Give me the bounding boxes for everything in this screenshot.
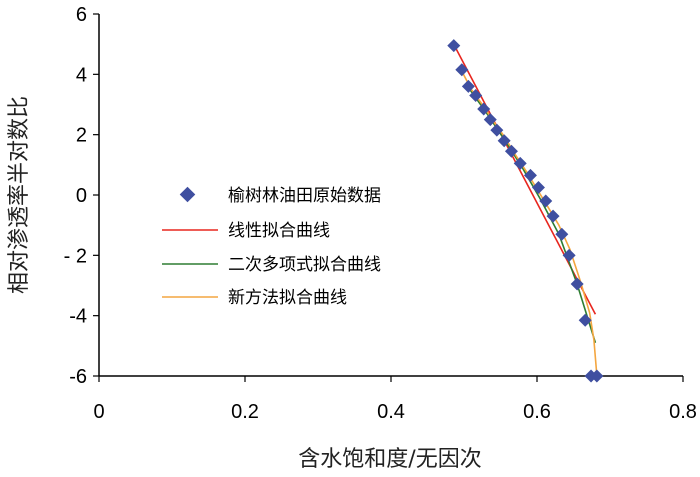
- data-point: [578, 313, 592, 327]
- data-point: [590, 369, 604, 383]
- legend-label-quadratic-fit: 二次多项式拟合曲线: [228, 255, 381, 275]
- y-tick-label: -6: [69, 366, 87, 388]
- y-tick-label: -4: [69, 306, 87, 328]
- data-point: [447, 39, 461, 53]
- data-point: [504, 144, 518, 158]
- quadratic-fit-line: [466, 85, 597, 344]
- data-point: [455, 63, 469, 77]
- data-points: [447, 39, 604, 383]
- legend-label-raw-data: 榆树林油田原始数据: [228, 186, 381, 206]
- data-point: [490, 123, 504, 137]
- x-tick-label: 0.2: [231, 401, 259, 423]
- y-tick-label: 4: [76, 64, 87, 86]
- y-axis-title: 相对渗透率半对数比: [7, 96, 32, 294]
- y-tick-label: 2: [76, 125, 87, 147]
- x-tick-label: 0.6: [523, 401, 551, 423]
- x-tick-label: 0.4: [377, 401, 405, 423]
- new-method-fit-line: [459, 67, 598, 377]
- data-point: [477, 102, 491, 116]
- data-point: [539, 194, 553, 208]
- axis-ticks: 0 0.2 0.4 0.6 0.8 -6 -4 - 2 0 2 4 6: [64, 4, 697, 423]
- legend-label-new-method-fit: 新方法拟合曲线: [228, 288, 347, 308]
- data-point: [570, 277, 584, 291]
- y-tick-label: 0: [76, 185, 87, 207]
- data-point: [562, 248, 576, 262]
- data-point: [546, 209, 560, 223]
- data-point: [513, 156, 527, 170]
- data-point: [461, 79, 475, 93]
- y-tick-label: 6: [76, 4, 87, 26]
- x-tick-label: 0.8: [669, 401, 697, 423]
- data-point: [497, 134, 511, 148]
- data-point: [531, 180, 545, 194]
- data-point: [483, 113, 497, 127]
- x-tick-label: 0: [93, 401, 104, 423]
- data-point: [523, 168, 537, 182]
- y-tick-label: - 2: [64, 245, 87, 267]
- data-point: [555, 227, 569, 241]
- data-point: [469, 88, 483, 102]
- legend-marker-raw-data: [179, 186, 196, 203]
- legend-label-linear-fit: 线性拟合曲线: [228, 221, 330, 241]
- x-axis-title: 含水饱和度/无因次: [298, 447, 481, 472]
- legend: 榆树林油田原始数据 线性拟合曲线 二次多项式拟合曲线 新方法拟合曲线: [162, 186, 381, 308]
